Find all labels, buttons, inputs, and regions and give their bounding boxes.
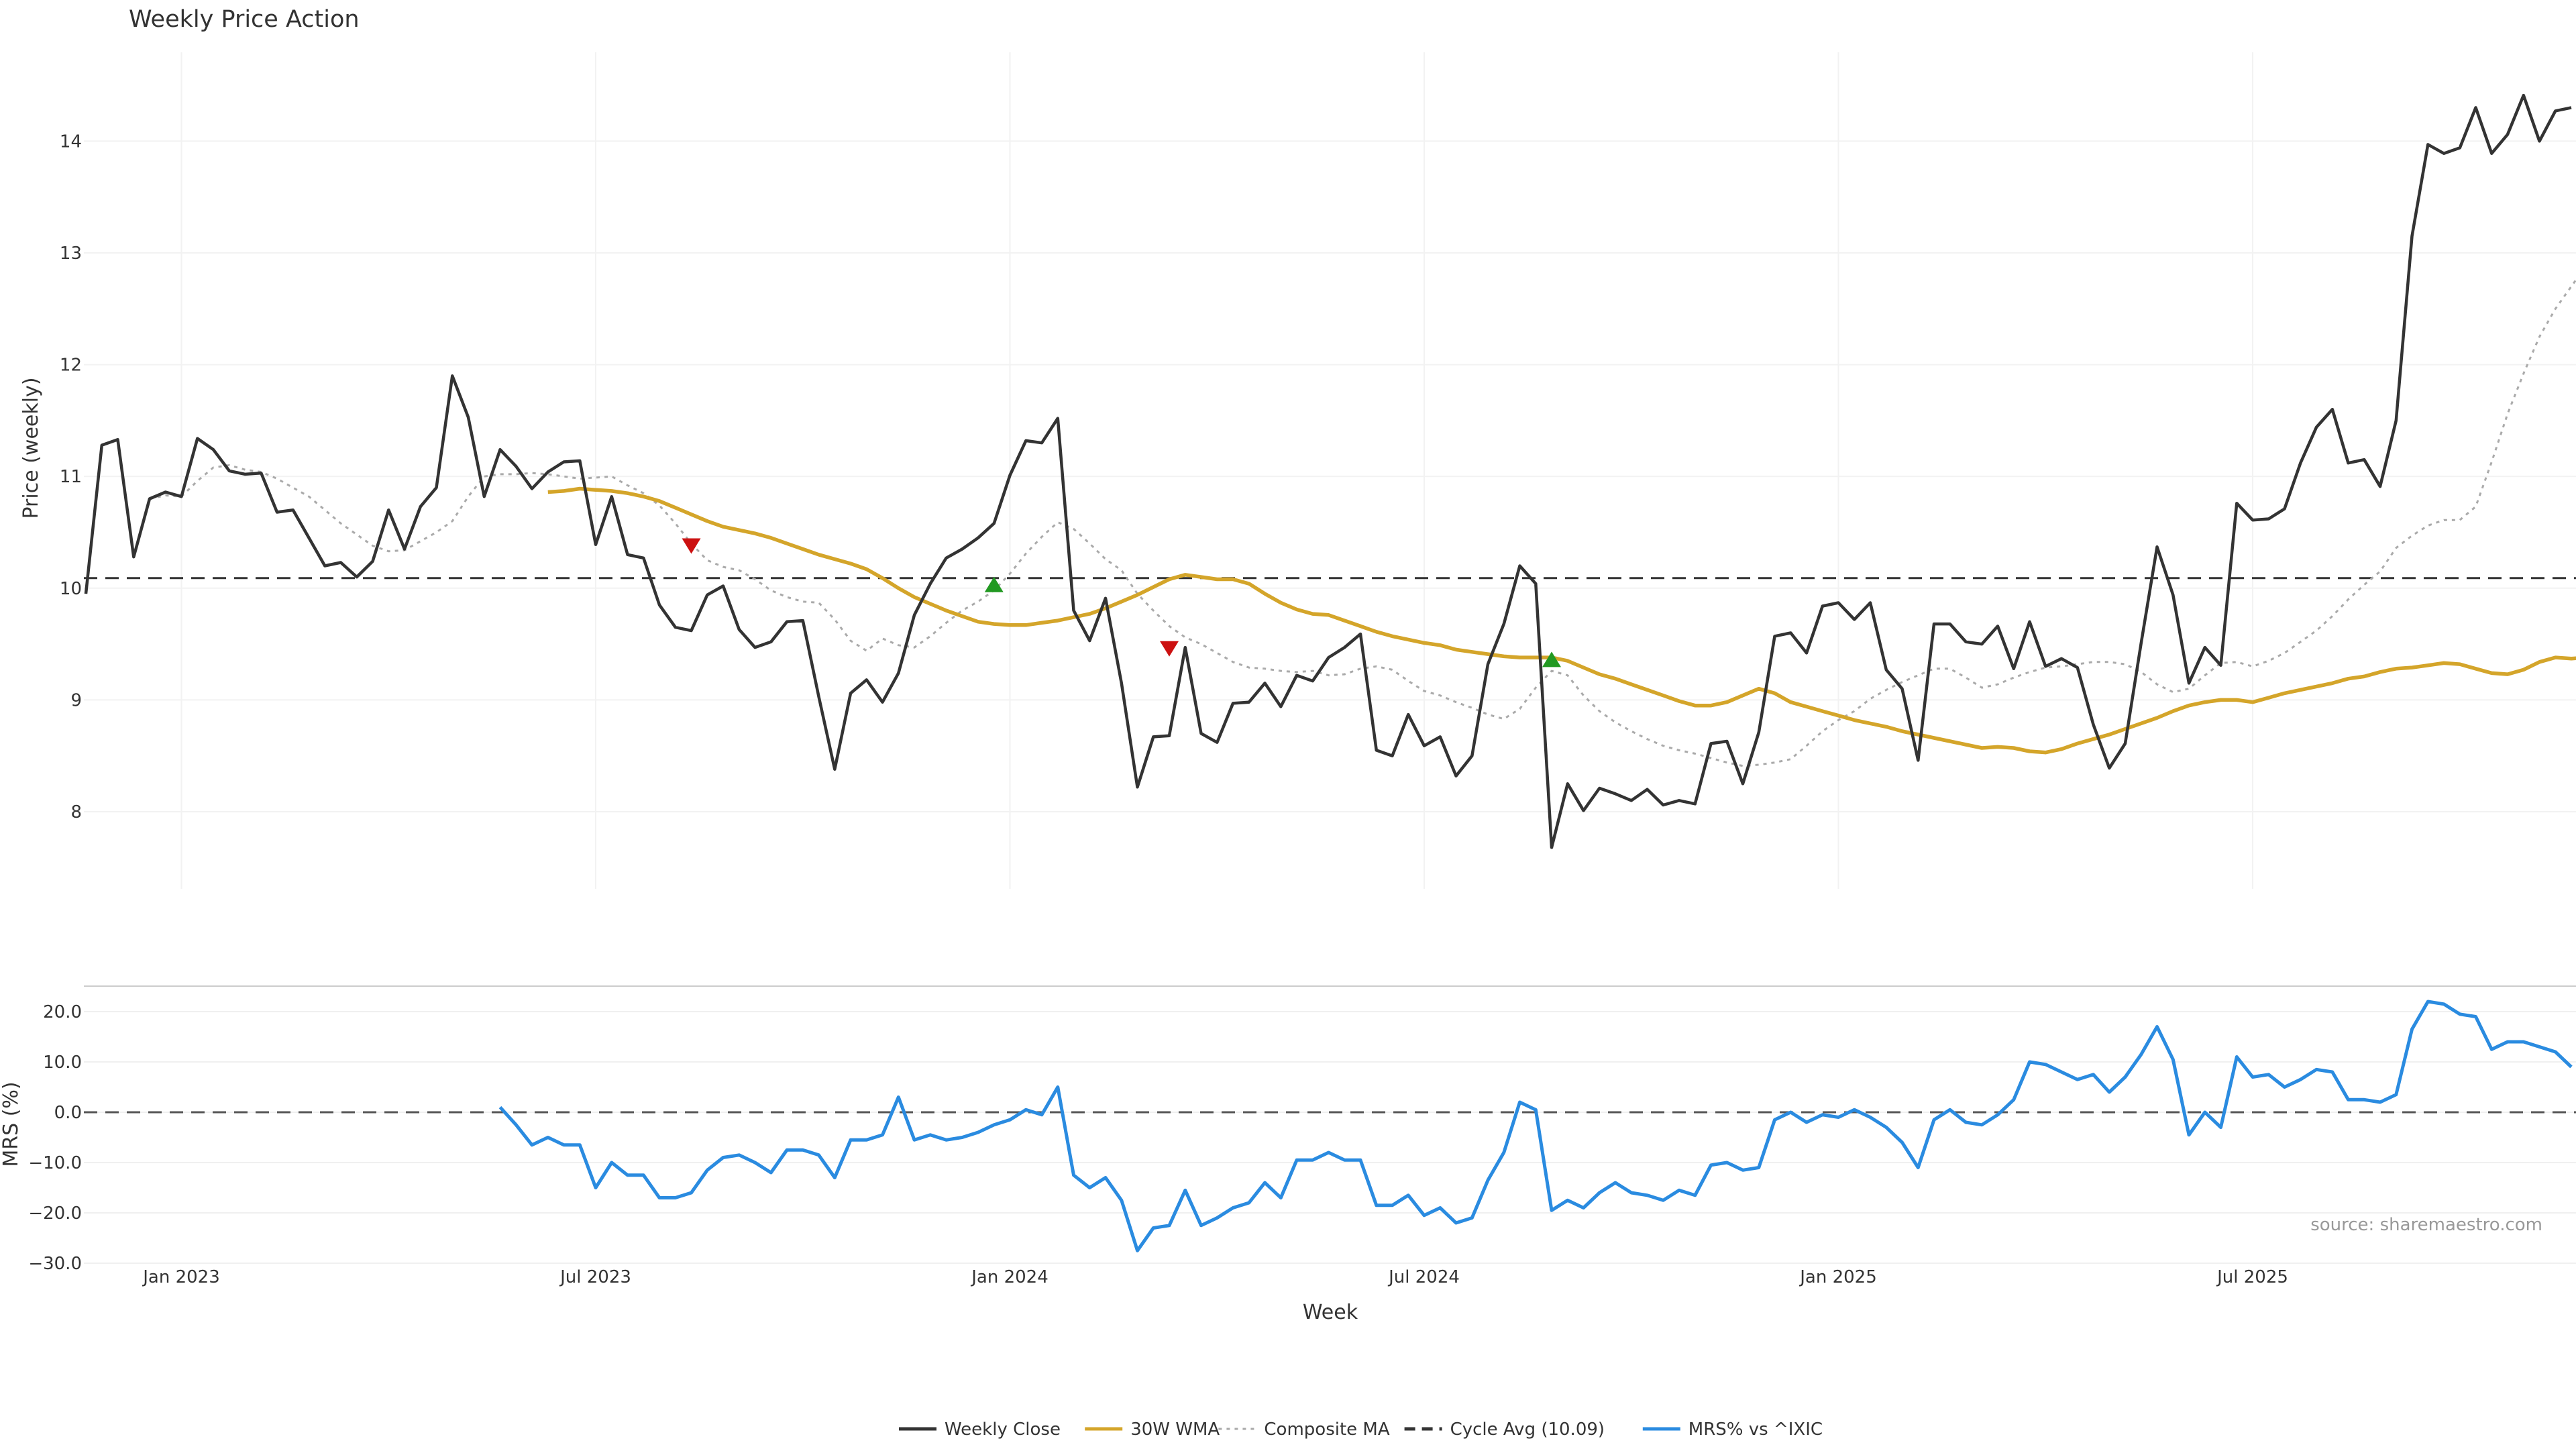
x-tick-label: Jan 2025 bbox=[1799, 1267, 1877, 1287]
price-grid bbox=[84, 52, 2576, 889]
mrs-y-tick-label: 0.0 bbox=[54, 1103, 82, 1123]
price-y-tick-label: 13 bbox=[60, 244, 82, 264]
mrs-y-label: MRS (%) bbox=[0, 1081, 23, 1167]
buy-signal-marker bbox=[1542, 651, 1561, 667]
source-note: source: sharemaestro.com bbox=[2310, 1215, 2542, 1235]
weekly-close-line bbox=[84, 93, 2572, 849]
mrs-y-ticks: −30.0 −20.0 −10.0 0.0 10.0 20.0 bbox=[28, 1002, 82, 1274]
composite-ma-line bbox=[149, 278, 2576, 767]
mrs-y-tick-label: −20.0 bbox=[28, 1203, 82, 1224]
x-tick-label: Jan 2023 bbox=[142, 1267, 220, 1287]
sell-signal-marker bbox=[1160, 641, 1179, 657]
price-y-tick-label: 11 bbox=[60, 467, 82, 487]
legend-label: MRS% vs ^IXIC bbox=[1688, 1419, 1823, 1440]
price-y-tick-label: 14 bbox=[60, 131, 82, 152]
x-tick-label: Jan 2024 bbox=[970, 1267, 1049, 1287]
sell-signal-marker bbox=[682, 538, 701, 554]
price-y-ticks: 8 9 10 11 12 13 14 bbox=[60, 131, 82, 822]
price-y-tick-label: 10 bbox=[60, 579, 82, 599]
price-y-tick-label: 9 bbox=[70, 690, 82, 710]
legend-label: 30W WMA bbox=[1130, 1419, 1220, 1440]
mrs-y-tick-label: 10.0 bbox=[43, 1053, 82, 1073]
x-tick-label: Jul 2024 bbox=[1387, 1267, 1460, 1287]
mrs-line bbox=[498, 1000, 2573, 1252]
x-ticks: Jan 2023 Jul 2023 Jan 2024 Jul 2024 Jan 2025… bbox=[142, 1267, 2288, 1287]
legend-label: Cycle Avg (10.09) bbox=[1450, 1419, 1605, 1440]
wma-30w-line bbox=[547, 486, 2576, 755]
mrs-grid bbox=[84, 985, 2576, 1264]
x-tick-label: Jul 2025 bbox=[2216, 1267, 2288, 1287]
signal-markers bbox=[682, 538, 1561, 667]
price-series bbox=[84, 93, 2576, 849]
price-y-tick-label: 8 bbox=[70, 802, 82, 822]
price-y-label: Price (weekly) bbox=[19, 377, 43, 519]
chart-title: Weekly Price Action bbox=[129, 6, 360, 33]
mrs-y-tick-label: 20.0 bbox=[43, 1002, 82, 1022]
x-tick-label: Jul 2023 bbox=[559, 1267, 631, 1287]
legend-label: Weekly Close bbox=[945, 1419, 1061, 1440]
price-y-tick-label: 12 bbox=[60, 356, 82, 376]
buy-signal-marker bbox=[984, 576, 1004, 592]
mrs-y-tick-label: −30.0 bbox=[28, 1254, 82, 1274]
x-axis-label: Week bbox=[1303, 1301, 1358, 1324]
legend: Weekly Close 30W WMA Composite MA Cycle Avg… bbox=[899, 1419, 1823, 1440]
mrs-series bbox=[84, 1000, 2576, 1252]
mrs-y-tick-label: −10.0 bbox=[28, 1153, 82, 1173]
legend-label: Composite MA bbox=[1264, 1419, 1389, 1440]
